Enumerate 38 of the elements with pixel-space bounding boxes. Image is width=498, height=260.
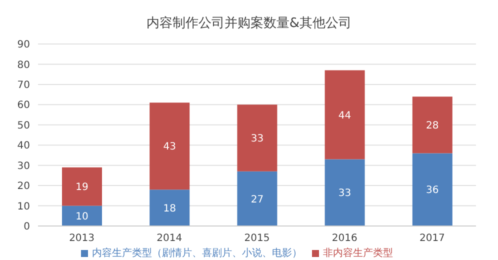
x-tick-label: 2015 <box>244 233 270 244</box>
bar <box>237 104 278 172</box>
y-tick-label: 0 <box>24 222 30 233</box>
data-label: 43 <box>163 142 176 153</box>
data-label: 18 <box>163 203 176 214</box>
bar <box>150 190 190 226</box>
y-tick-label: 20 <box>17 181 30 192</box>
y-tick-label: 60 <box>17 100 30 112</box>
bar <box>62 206 102 226</box>
data-label: 36 <box>426 185 439 196</box>
bar <box>237 171 278 226</box>
bar <box>412 96 452 154</box>
legend-label: 内容生产类型（剧情片、喜剧片、小说、电影） <box>92 248 302 259</box>
data-label: 27 <box>250 194 264 206</box>
data-label: 44 <box>338 110 352 122</box>
data-label: 10 <box>76 211 88 222</box>
bar <box>412 153 452 226</box>
data-label: 28 <box>426 120 439 132</box>
x-tick-label: 2017 <box>419 233 445 244</box>
data-label: 19 <box>76 182 88 194</box>
bar <box>150 102 190 190</box>
y-tick-label: 30 <box>17 160 30 172</box>
bar <box>62 167 102 206</box>
data-label: 33 <box>338 188 352 200</box>
y-tick-label: 10 <box>17 201 30 212</box>
y-tick-label: 70 <box>17 80 30 91</box>
bar <box>324 70 365 160</box>
y-tick-label: 40 <box>17 140 30 152</box>
data-label: 33 <box>250 134 264 145</box>
bar <box>324 159 365 226</box>
x-tick-label: 2016 <box>332 233 358 244</box>
y-tick-label: 80 <box>17 60 30 71</box>
legend-label: 非内容生产类型 <box>323 248 393 259</box>
y-tick-label: 50 <box>17 120 30 132</box>
y-tick-label: 90 <box>17 40 30 51</box>
chart-title: 内容制作公司并购案数量&其他公司 <box>145 15 353 33</box>
x-tick-label: 2014 <box>156 233 182 244</box>
x-tick-label: 2013 <box>69 233 95 244</box>
